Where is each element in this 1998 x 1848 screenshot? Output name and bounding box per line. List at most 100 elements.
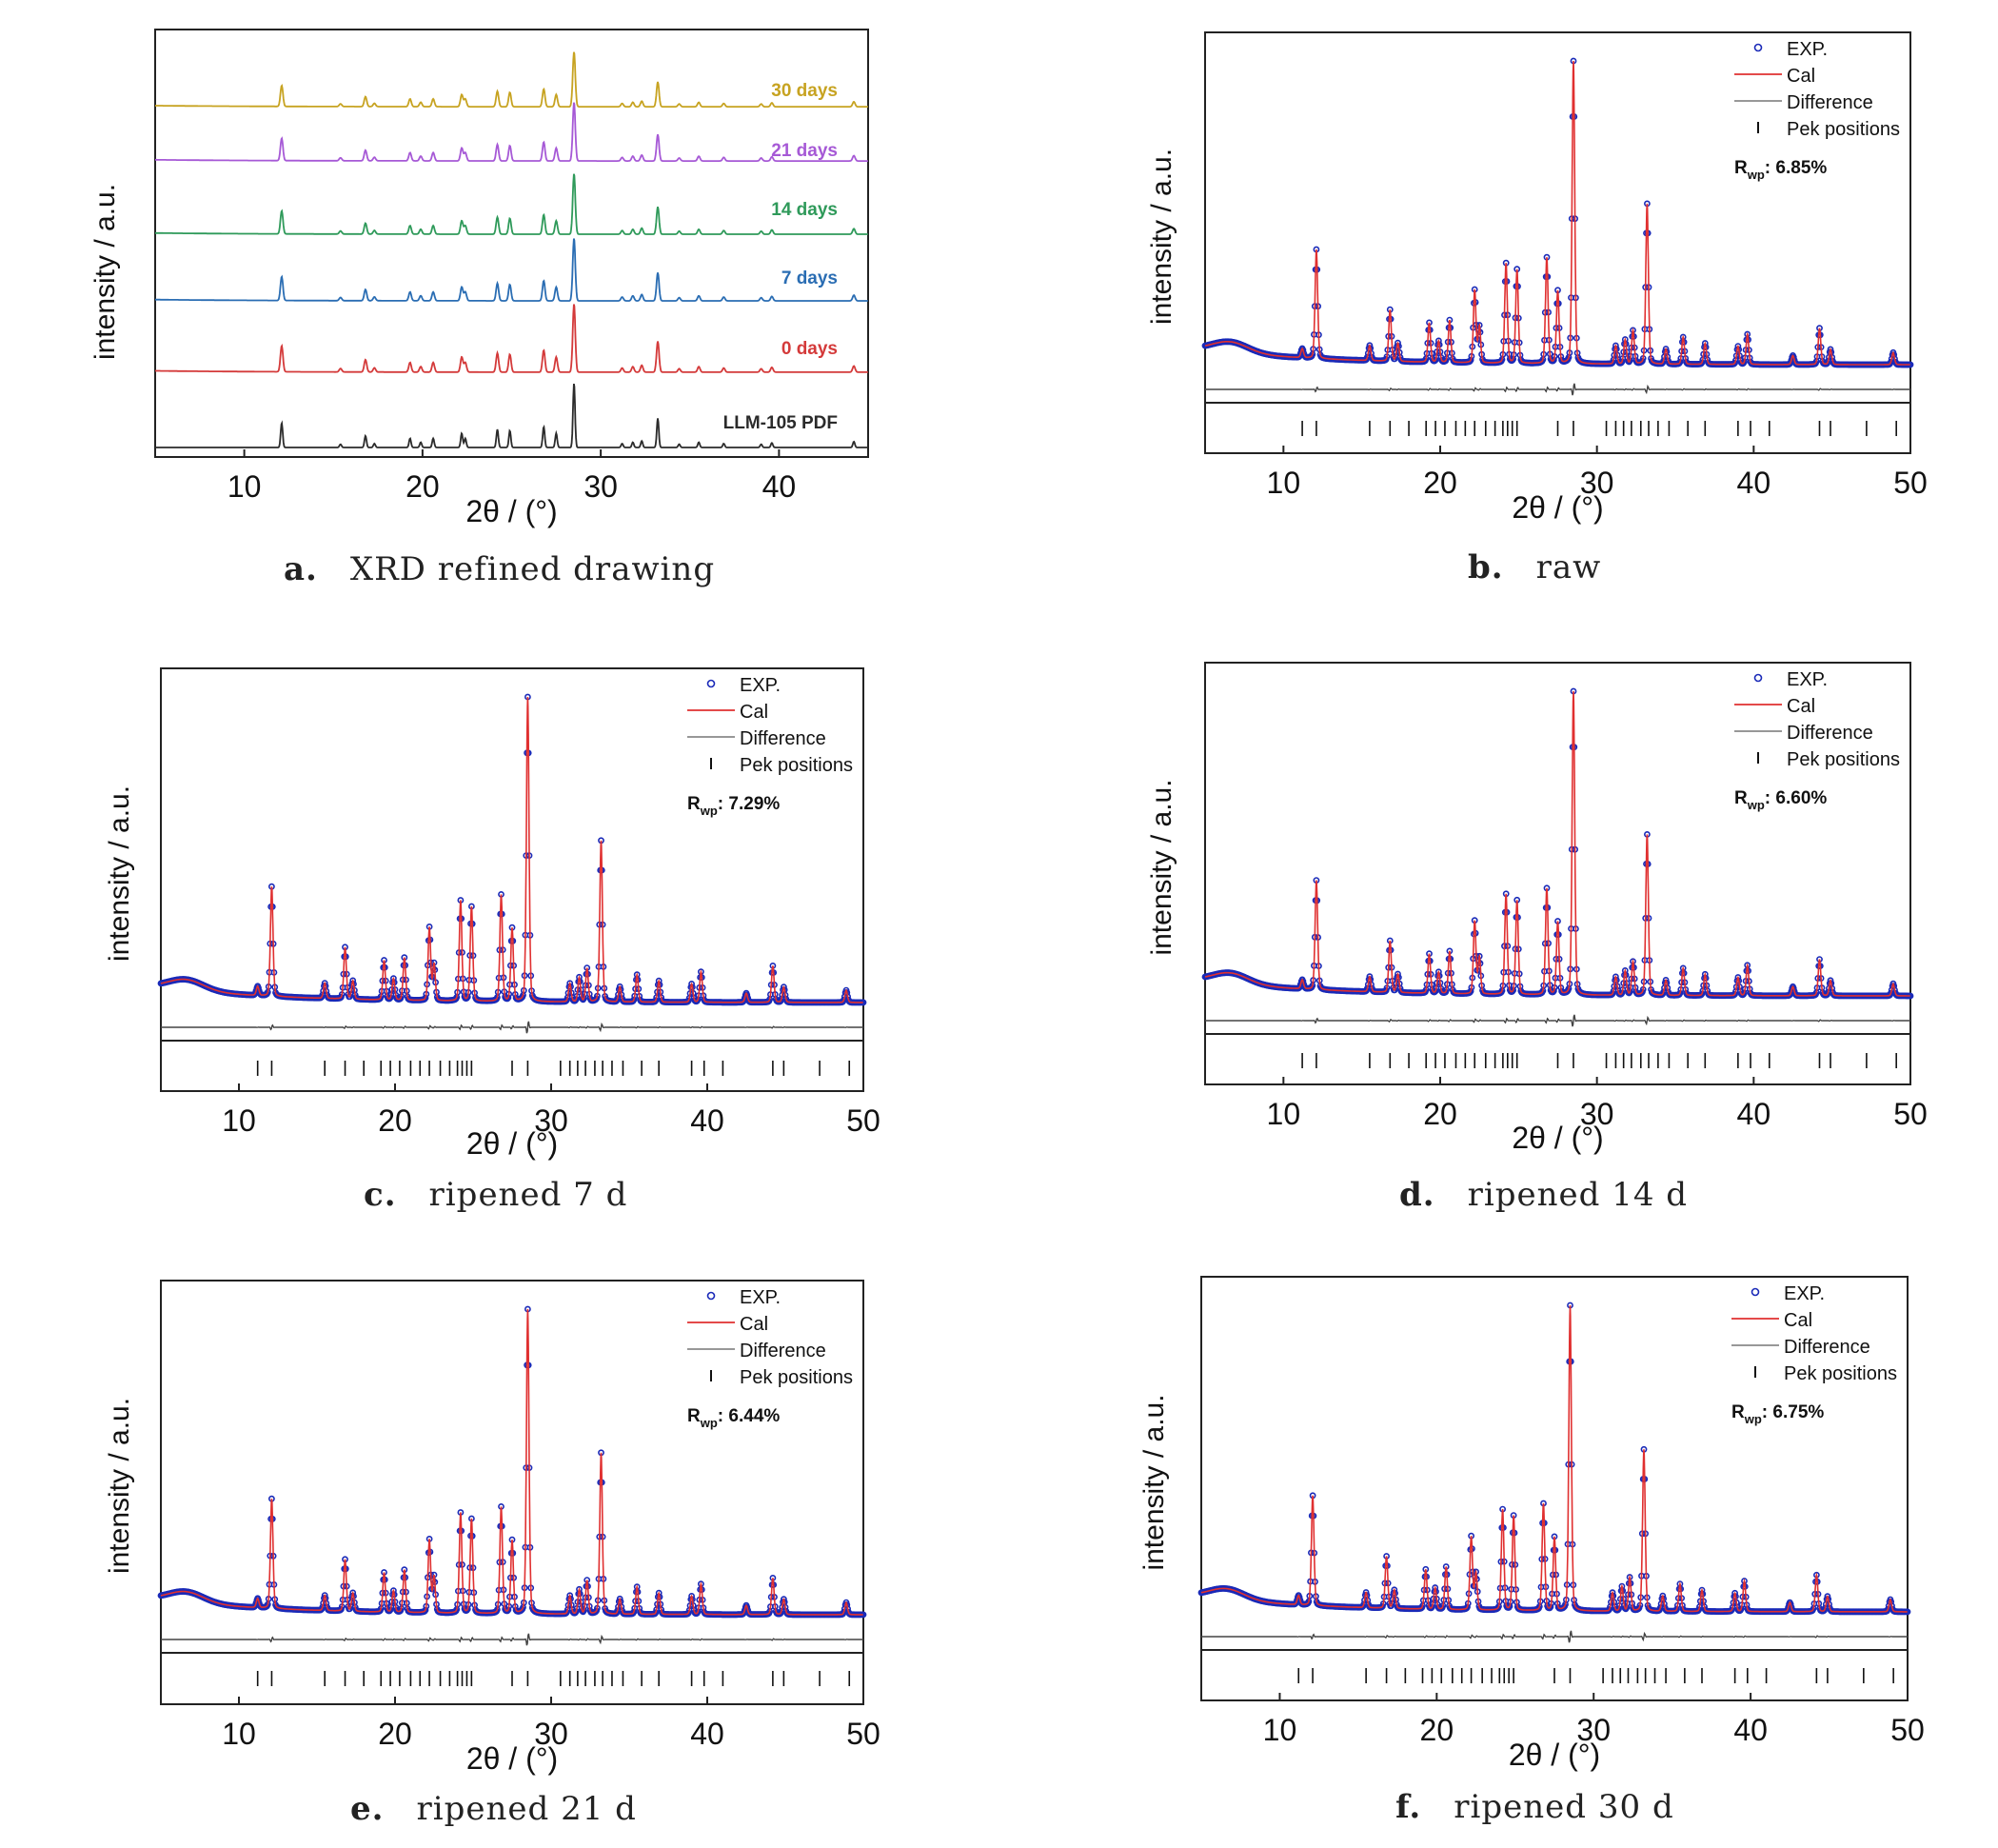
y-axis-label-c: intensity / a.u. (104, 785, 135, 962)
rwp-label-c: Rwp: 7.29% (687, 794, 780, 818)
rwp-label-e: Rwp: 6.44% (687, 1406, 780, 1430)
x-tick-label-f: 10 (1263, 1713, 1297, 1747)
x-tick-label-c: 30 (534, 1103, 568, 1138)
plot-frame-b (1204, 31, 1911, 454)
y-axis-label-b: intensity / a.u. (1146, 149, 1177, 325)
x-tick-label-f: 40 (1733, 1713, 1768, 1747)
x-tick-label-e: 20 (378, 1717, 412, 1751)
legend-label-2: Difference (1787, 723, 1873, 744)
series-label-3: 14 days (771, 200, 838, 220)
x-tick-label-c: 50 (846, 1103, 880, 1138)
caption-f: f. ripened 30 d (1395, 1788, 1674, 1826)
x-axis-label-c: 2θ / (°) (466, 1126, 558, 1161)
legend-label-2: Difference (1787, 92, 1873, 113)
legend-label-1: Cal (1787, 66, 1815, 87)
x-tick-label-b: 50 (1893, 466, 1928, 500)
x-axis-label-e: 2θ / (°) (466, 1741, 558, 1776)
series-line-5 (155, 51, 868, 108)
series-line-4 (155, 102, 868, 162)
legend-exp-marker (1751, 1287, 1760, 1297)
x-tick-label-d: 40 (1737, 1097, 1771, 1131)
series-line-0 (155, 383, 868, 448)
x-axis-label-b: 2θ / (°) (1512, 490, 1603, 525)
x-tick-label-b: 40 (1737, 466, 1771, 500)
x-axis-label-f: 2θ / (°) (1509, 1738, 1600, 1772)
difference-line-d (1205, 1014, 1910, 1027)
x-tick-label-b: 10 (1267, 466, 1301, 500)
legend-label-2: Difference (1784, 1337, 1870, 1358)
x-tick-label-a: 10 (227, 469, 262, 504)
y-axis-label-a: intensity / a.u. (89, 184, 121, 360)
caption-c: c. ripened 7 d (364, 1176, 628, 1214)
legend-label-0: EXP. (1787, 669, 1828, 690)
x-tick-label-a: 40 (762, 469, 797, 504)
series-label-5: 30 days (771, 81, 838, 101)
x-tick-label-c: 20 (378, 1103, 412, 1138)
legend-label-3: Pek positions (1787, 749, 1900, 770)
legend-label-2: Difference (740, 1341, 826, 1361)
legend-label-1: Cal (740, 702, 768, 723)
x-tick-label-c: 10 (222, 1103, 256, 1138)
chart-c: 10 20 30 40 50 2θ / (°) intensity / a.u. EXP. Ca… (104, 667, 880, 1161)
x-tick-label-e: 40 (690, 1717, 724, 1751)
legend-label-1: Cal (740, 1314, 768, 1335)
caption-b: b. raw (1468, 548, 1602, 586)
x-tick-label-b: 20 (1423, 466, 1457, 500)
x-axis-label-a: 2θ / (°) (465, 494, 557, 528)
x-tick-label-f: 50 (1890, 1713, 1925, 1747)
x-tick-label-b: 30 (1580, 466, 1614, 500)
series-label-1: 0 days (781, 339, 838, 359)
legend-label-0: EXP. (740, 675, 781, 696)
x-tick-label-e: 10 (222, 1717, 256, 1751)
series-line-2 (155, 238, 868, 302)
legend-label-1: Cal (1784, 1310, 1812, 1331)
legend-label-3: Pek positions (1784, 1363, 1897, 1384)
difference-line-b (1205, 383, 1910, 396)
chart-a: 10 20 30 40 2θ / (°) intensity / a.u. LLM-105 … (89, 29, 869, 528)
cal-line-b (1204, 60, 1910, 366)
legend-label-3: Pek positions (1787, 119, 1900, 140)
x-tick-label-f: 20 (1420, 1713, 1454, 1747)
x-tick-label-e: 50 (846, 1717, 880, 1751)
legend-label-3: Pek positions (740, 1367, 853, 1388)
caption-e: e. ripened 21 d (350, 1790, 637, 1828)
rwp-label-d: Rwp: 6.60% (1734, 788, 1827, 812)
legend-label-2: Difference (740, 728, 826, 749)
legend-label-3: Pek positions (740, 755, 853, 776)
difference-line-f (1201, 1630, 1908, 1643)
y-axis-label-f: intensity / a.u. (1138, 1394, 1170, 1570)
x-tick-label-a: 30 (584, 469, 618, 504)
series-label-4: 21 days (771, 141, 838, 161)
legend-label-0: EXP. (740, 1287, 781, 1308)
y-axis-label-d: intensity / a.u. (1146, 779, 1177, 955)
x-tick-label-d: 20 (1423, 1097, 1457, 1131)
x-axis-label-d: 2θ / (°) (1512, 1121, 1603, 1155)
series-line-1 (155, 304, 868, 373)
rwp-label-b: Rwp: 6.85% (1734, 158, 1827, 182)
difference-line-c (161, 1021, 863, 1034)
series-line-3 (155, 173, 868, 235)
x-tick-label-c: 40 (690, 1103, 724, 1138)
caption-d: d. ripened 14 d (1399, 1176, 1689, 1214)
legend-exp-marker (706, 679, 716, 688)
legend-e: EXP. Cal Difference Pek positions Rwp: 6.44% (687, 1287, 853, 1430)
legend-exp-marker (1753, 673, 1763, 683)
plot-frame-c (160, 667, 864, 1092)
x-tick-label-a: 20 (406, 469, 440, 504)
x-tick-label-d: 50 (1893, 1097, 1928, 1131)
difference-line-e (161, 1633, 863, 1646)
series-label-2: 7 days (781, 268, 838, 288)
rwp-label-f: Rwp: 6.75% (1731, 1402, 1824, 1426)
series-label-0: LLM-105 PDF (723, 413, 838, 433)
plot-frame-a (154, 29, 869, 458)
legend-exp-marker (1753, 43, 1763, 52)
y-axis-label-e: intensity / a.u. (104, 1398, 135, 1574)
caption-a: a. XRD refined drawing (284, 550, 716, 588)
legend-exp-marker (706, 1291, 716, 1301)
